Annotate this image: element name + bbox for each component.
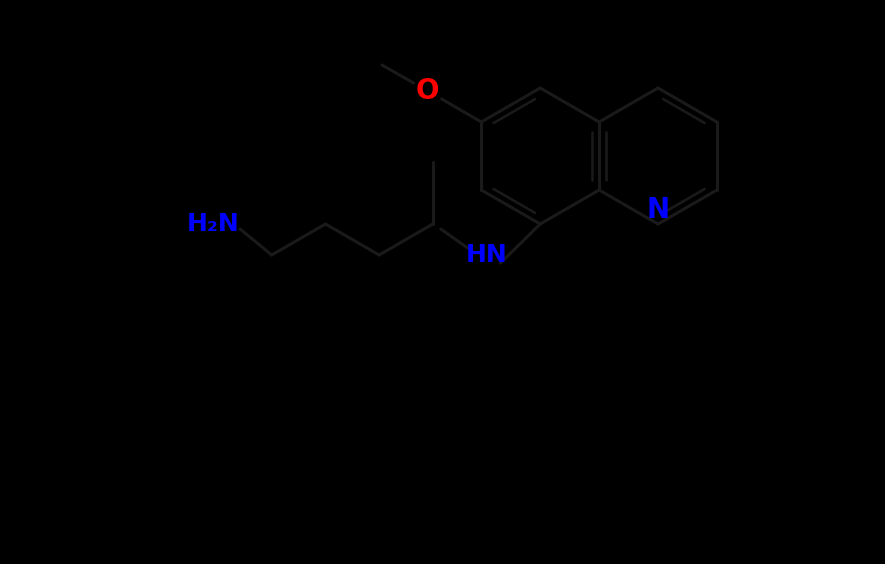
Text: N: N <box>646 196 670 224</box>
Text: HN: HN <box>466 243 507 267</box>
Text: H₂N: H₂N <box>187 212 240 236</box>
Text: O: O <box>416 77 439 105</box>
